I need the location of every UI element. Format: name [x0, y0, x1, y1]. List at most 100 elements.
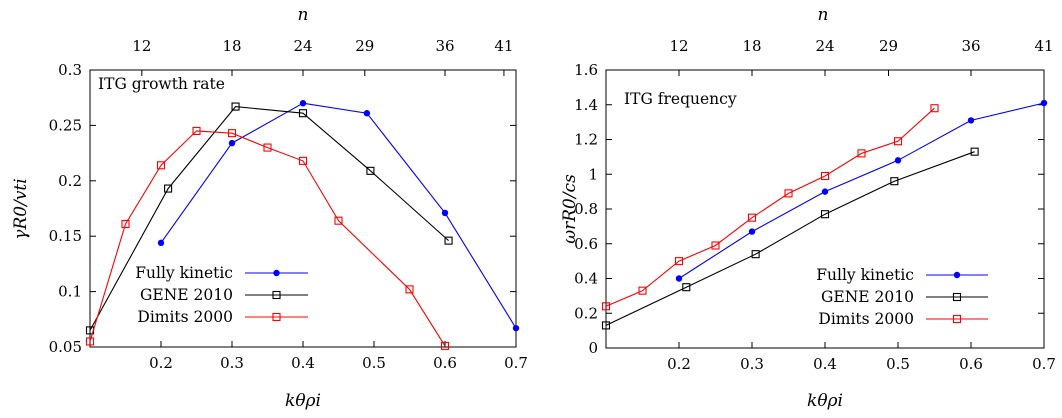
data-point: [231, 102, 240, 111]
y-tick-label: 1.4: [574, 96, 598, 114]
top-tick-label: 41: [1034, 37, 1053, 55]
right-axis-ticks: 0.2 0.3 0.4 0.5 0.6 0.7 0 0.2 0.4 0.6 0.8 1 1.2 1.4 1.…: [574, 61, 1056, 373]
left-top-axis-label: n: [298, 5, 309, 25]
series-line: [89, 130, 446, 347]
y-tick-label: 0.05: [49, 338, 82, 356]
data-point: [121, 219, 130, 229]
left-series-layer: [85, 100, 520, 350]
y-tick-label: 1.6: [574, 61, 598, 79]
data-point: [85, 337, 95, 346]
left-plot-frame: [89, 69, 517, 348]
legend-swatch-marker: [952, 314, 962, 324]
top-tick-label: 41: [494, 37, 513, 55]
right-y-axis-label: ωrR0/cs: [560, 174, 580, 244]
legend-swatch-marker: [272, 290, 281, 300]
data-point: [821, 188, 829, 195]
x-tick-label: 0.5: [886, 355, 910, 373]
y-tick-label: 0.15: [49, 227, 82, 245]
right-panel-title: ITG frequency: [624, 90, 737, 108]
legend-swatch-marker: [272, 312, 281, 322]
legend-label: GENE 2010: [140, 286, 233, 304]
left-panel-title: ITG growth rate: [98, 75, 225, 93]
x-tick-label: 0.2: [667, 355, 691, 373]
top-tick-label: 24: [815, 37, 834, 55]
legend-swatch-marker: [273, 269, 280, 277]
data-point: [930, 104, 939, 113]
data-point: [444, 236, 453, 245]
legend-swatch-marker: [952, 292, 962, 302]
data-point: [366, 166, 375, 175]
data-point: [747, 213, 757, 222]
x-tick-label: 0.6: [433, 354, 457, 372]
data-point: [893, 137, 903, 146]
left-axis-ticks: 0.2 0.3 0.4 0.5 0.6 0.7 0.05 0.1 0.15 0.2 0.25 0.3: [49, 61, 528, 372]
data-point: [751, 250, 760, 259]
top-tick-label: 36: [435, 37, 454, 55]
y-tick-label: 0: [588, 339, 598, 357]
top-tick-label: 29: [879, 37, 898, 55]
data-point: [601, 321, 611, 330]
series-line: [605, 107, 935, 307]
y-tick-label: 0.3: [58, 61, 82, 79]
data-point: [192, 126, 201, 135]
right-top-axis-label: n: [818, 5, 829, 25]
data-point: [748, 228, 756, 235]
top-tick-label: 18: [742, 37, 761, 55]
data-point: [440, 341, 450, 350]
x-tick-label: 0.7: [504, 354, 528, 372]
y-tick-label: 0.8: [574, 200, 598, 218]
data-point: [299, 100, 307, 107]
legend-swatch-marker: [953, 271, 961, 279]
legend-label: Dimits 2000: [818, 310, 914, 328]
legend-label: Dimits 2000: [137, 308, 233, 326]
right-top-tick-labels: 12 18 24 29 36 41: [669, 37, 1054, 76]
data-point: [967, 117, 975, 124]
data-point: [601, 302, 611, 311]
left-legend: Fully kinetic GENE 2010 Dimits 2000: [135, 264, 308, 326]
data-point: [784, 189, 793, 198]
series-line: [160, 102, 517, 329]
y-tick-label: 0.6: [574, 235, 598, 253]
y-tick-label: 0.2: [58, 172, 82, 190]
data-point: [675, 275, 683, 282]
top-tick-label: 18: [222, 37, 241, 55]
x-tick-label: 0.2: [149, 354, 173, 372]
data-point: [164, 184, 173, 193]
y-tick-label: 0.25: [49, 116, 82, 134]
data-point: [512, 324, 520, 332]
series-line: [605, 151, 975, 326]
data-point: [298, 109, 308, 118]
data-point: [228, 139, 236, 147]
frequency-panel: n 12 18 24 29 36 41 ITG frequency 0.2 0.3 0.4 0.…: [560, 5, 1056, 411]
top-tick-label: 12: [132, 37, 151, 55]
growth-rate-panel: n 12 18 24 29 36 41 ITG growth rate 0.2 0.3 0.4…: [11, 5, 528, 411]
y-tick-label: 0.2: [574, 304, 598, 322]
top-tick-label: 29: [355, 37, 374, 55]
data-point: [363, 110, 371, 117]
x-tick-label: 0.7: [1032, 355, 1056, 373]
right-plot-frame: [605, 69, 1045, 349]
data-point: [682, 283, 691, 292]
data-point: [1040, 99, 1048, 107]
data-point: [890, 177, 899, 186]
data-point: [298, 156, 308, 165]
data-point: [405, 285, 414, 294]
data-point: [157, 239, 165, 247]
data-point: [894, 157, 902, 164]
top-tick-label: 24: [293, 37, 312, 55]
series-line: [89, 106, 449, 331]
y-tick-label: 1: [588, 165, 598, 183]
data-point: [711, 241, 720, 250]
right-series-layer: [601, 99, 1048, 330]
data-point: [156, 161, 166, 170]
x-tick-label: 0.5: [362, 354, 386, 372]
data-point: [334, 216, 343, 225]
data-point: [227, 129, 237, 138]
data-point: [674, 257, 684, 266]
left-x-axis-label: kθρi: [285, 391, 321, 411]
legend-label: Fully kinetic: [816, 266, 914, 284]
left-top-tick-labels: 12 18 24 29 36 41: [132, 37, 513, 76]
x-tick-label: 0.4: [291, 354, 315, 372]
right-legend: Fully kinetic GENE 2010 Dimits 2000: [816, 266, 988, 328]
